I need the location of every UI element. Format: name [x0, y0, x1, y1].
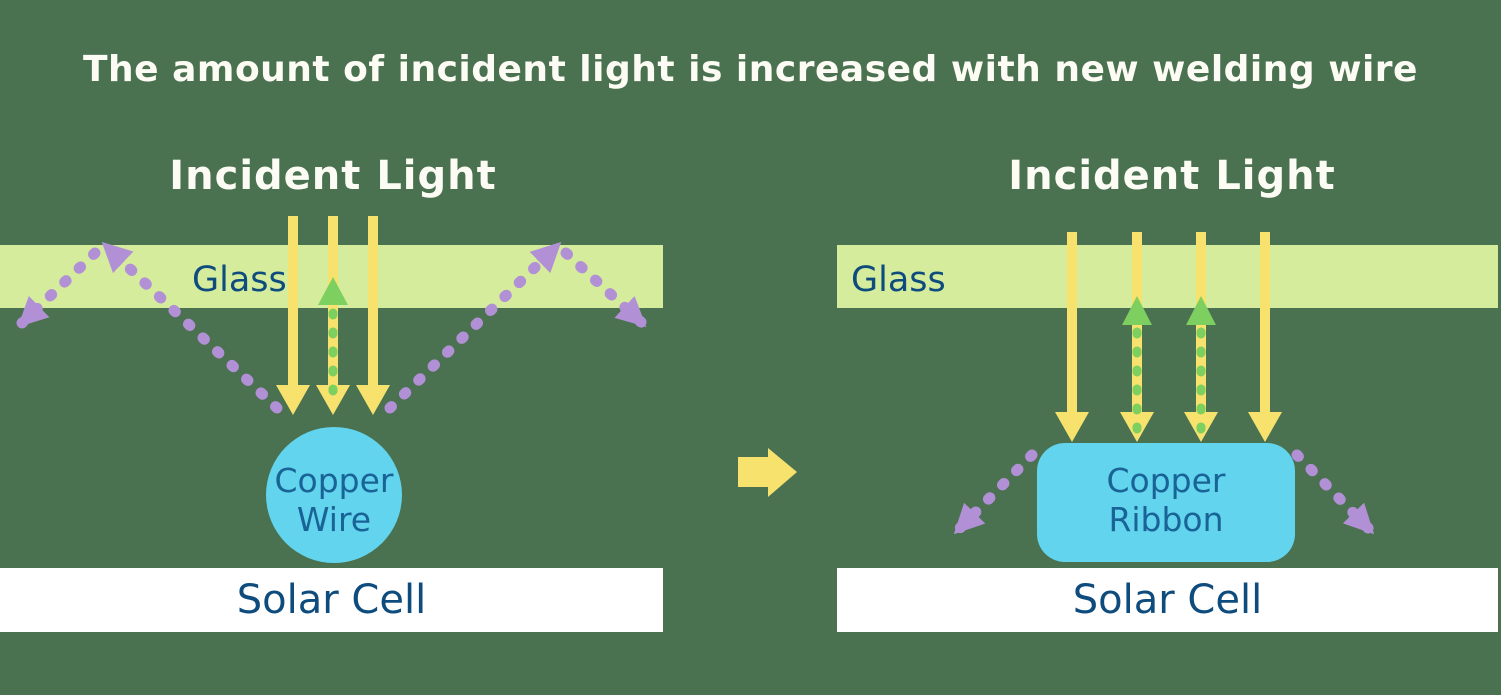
transition-right-arrow-icon	[738, 448, 797, 497]
glass-label-right: Glass	[851, 260, 946, 300]
incident-light-label-left: Incident Light	[169, 153, 497, 199]
copper-wire-label: Copper Wire	[266, 461, 402, 539]
incident-light-label-right: Incident Light	[1008, 153, 1336, 199]
copper-wire-label-line2: Wire	[296, 500, 372, 539]
solar-cell-label-left: Solar Cell	[236, 577, 427, 623]
solar-cell-label-right: Solar Cell	[1072, 577, 1263, 623]
diagram-title: The amount of incident light is increase…	[83, 49, 1418, 90]
copper-ribbon-label-line2: Ribbon	[1108, 500, 1224, 539]
lost-light-path-icon-right-west	[952, 449, 1038, 536]
glass-label-left: Glass	[192, 260, 287, 300]
glass-layer-right	[837, 245, 1498, 308]
glass-layer-left	[0, 245, 663, 308]
lost-light-path-icon-right-east	[1291, 449, 1376, 536]
copper-ribbon-label: Copper Ribbon	[1037, 461, 1295, 539]
reflected-ray-up-icon-right-2	[1186, 296, 1216, 443]
reflected-ray-up-icon-right-1	[1122, 296, 1152, 443]
solar-cell-right	[837, 568, 1498, 632]
solar-cell-left	[0, 568, 663, 632]
copper-wire-shape	[266, 427, 402, 563]
copper-ribbon-label-line1: Copper	[1106, 461, 1226, 500]
copper-ribbon-shape	[1037, 443, 1295, 562]
copper-wire-label-line1: Copper	[274, 461, 394, 500]
